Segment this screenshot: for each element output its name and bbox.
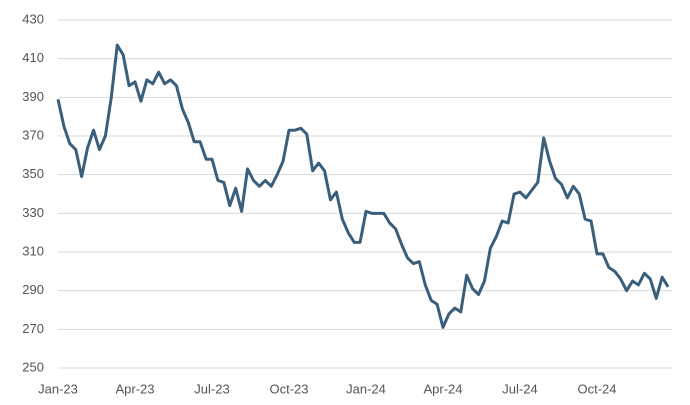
x-tick-label: Jul-24 bbox=[502, 381, 537, 396]
x-tick-label: Jan-23 bbox=[38, 381, 78, 396]
x-tick-label: Oct-24 bbox=[577, 381, 616, 396]
y-tick-label: 410 bbox=[22, 50, 44, 65]
x-tick-label: Apr-23 bbox=[115, 381, 154, 396]
data-line bbox=[56, 43, 670, 329]
y-tick-label: 390 bbox=[22, 89, 44, 104]
y-tick-label: 350 bbox=[22, 166, 44, 181]
y-tick-label: 370 bbox=[22, 127, 44, 142]
y-tick-label: 310 bbox=[22, 243, 44, 258]
y-tick-label: 330 bbox=[22, 205, 44, 220]
y-tick-label: 250 bbox=[22, 359, 44, 374]
x-tick-label: Apr-24 bbox=[423, 381, 462, 396]
y-tick-label: 290 bbox=[22, 282, 44, 297]
y-tick-label: 270 bbox=[22, 321, 44, 336]
x-tick-label: Jan-24 bbox=[346, 381, 386, 396]
x-tick-label: Jul-23 bbox=[194, 381, 229, 396]
x-tick-label: Oct-23 bbox=[269, 381, 308, 396]
y-tick-label: 430 bbox=[22, 11, 44, 26]
